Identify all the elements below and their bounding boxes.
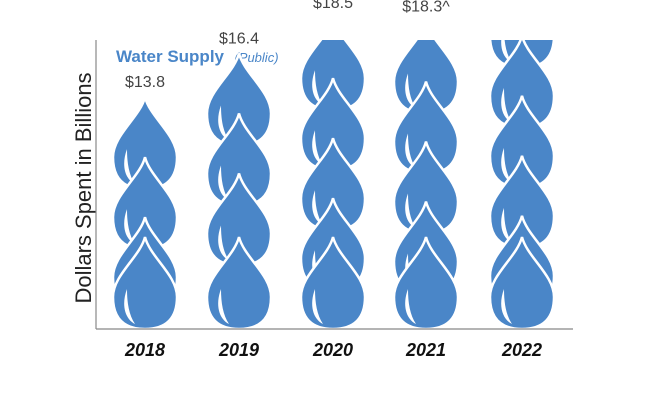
value-label-2018: $13.8 bbox=[125, 74, 165, 91]
water-drop-highlight bbox=[312, 130, 323, 166]
water-drop-highlight bbox=[501, 87, 512, 123]
category-label-2018: 2018 bbox=[124, 340, 165, 360]
water-drop-highlight bbox=[501, 207, 512, 243]
water-drop-highlight bbox=[501, 289, 512, 324]
chart-subtitle: (Public) bbox=[234, 50, 278, 65]
water-drop-highlight bbox=[218, 225, 229, 261]
water-drop-highlight bbox=[405, 289, 416, 324]
water-drop-highlight bbox=[312, 70, 323, 106]
water-drop-highlight bbox=[124, 149, 135, 185]
water-drop-2019-4 bbox=[205, 236, 273, 329]
bar-2018 bbox=[111, 96, 179, 329]
value-label-2021: $18.3^ bbox=[402, 0, 450, 16]
category-label-2021: 2021 bbox=[405, 340, 446, 360]
water-drop-highlight bbox=[218, 289, 229, 324]
category-label-2019: 2019 bbox=[218, 340, 259, 360]
water-drop-highlight bbox=[124, 209, 135, 245]
water-drop-2022-6 bbox=[488, 236, 556, 329]
water-drop-highlight bbox=[405, 133, 416, 169]
labels-layer: $13.82018$16.42019$18.52020$18.3^2021$21… bbox=[124, 0, 542, 360]
water-drop-2020-5 bbox=[299, 236, 367, 329]
bar-2022 bbox=[488, 40, 556, 329]
chart-title-group: Water Supply (Public) bbox=[116, 47, 279, 66]
value-label-2020: $18.5 bbox=[313, 0, 353, 12]
value-label-2019: $16.4 bbox=[219, 30, 259, 47]
bar-2021 bbox=[392, 40, 460, 329]
chart-title: Water Supply bbox=[116, 47, 225, 66]
y-axis-label: Dollars Spent in Billions bbox=[71, 72, 96, 303]
water-drop-highlight bbox=[124, 289, 135, 324]
water-drop-2018-4 bbox=[111, 236, 179, 329]
water-drop-highlight bbox=[218, 165, 229, 201]
category-label-2022: 2022 bbox=[501, 340, 542, 360]
water-drop-highlight bbox=[501, 40, 512, 63]
category-label-2020: 2020 bbox=[312, 340, 353, 360]
water-drop-highlight bbox=[218, 105, 229, 141]
bar-2019 bbox=[205, 53, 273, 329]
water-drop-2021-5 bbox=[392, 236, 460, 329]
water-drop-highlight bbox=[501, 147, 512, 183]
water-drop-highlight bbox=[405, 73, 416, 109]
water-drop-highlight bbox=[312, 289, 323, 324]
water-drop-highlight bbox=[312, 190, 323, 226]
bars-layer bbox=[111, 40, 556, 329]
water-drop-highlight bbox=[405, 193, 416, 229]
bar-2020 bbox=[299, 40, 367, 329]
